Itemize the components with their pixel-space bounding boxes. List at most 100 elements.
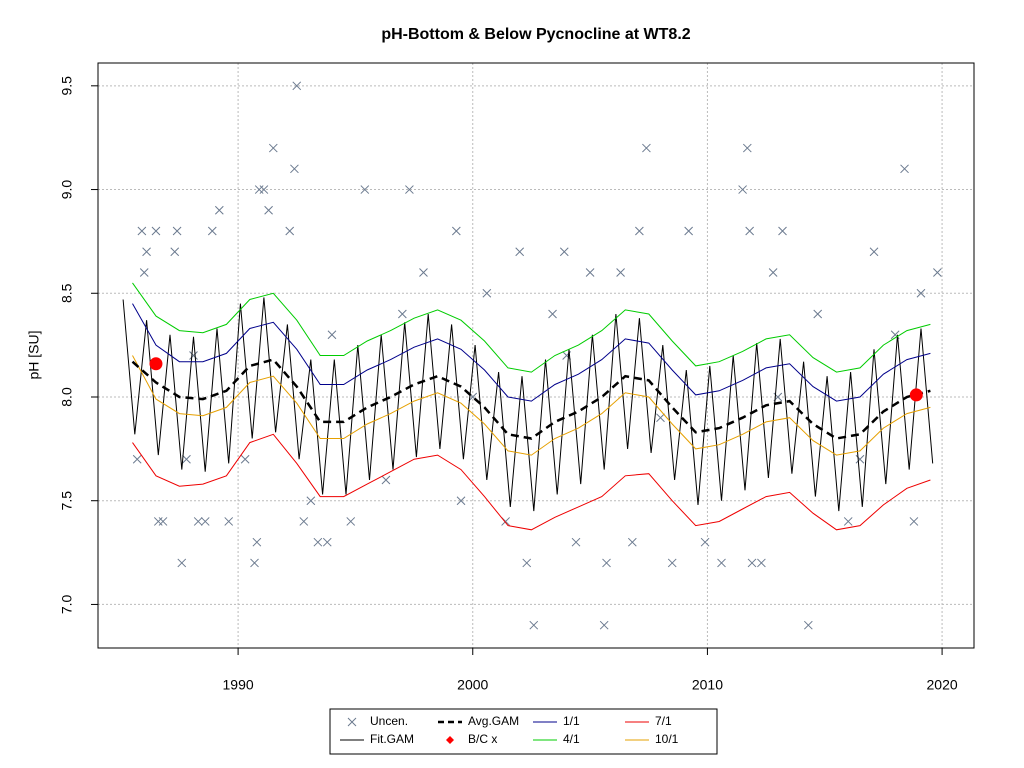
data-point	[419, 268, 428, 277]
y-tick-label: 7.0	[59, 594, 75, 614]
data-point	[909, 517, 919, 526]
data-point	[742, 143, 752, 153]
series-line	[132, 282, 931, 373]
data-point	[656, 413, 665, 423]
x-tick-label: 1990	[223, 677, 254, 693]
data-point	[193, 517, 203, 526]
data-point	[214, 205, 224, 215]
y-tick-label: 9.0	[59, 180, 75, 200]
legend-symbol	[446, 736, 454, 744]
data-point	[346, 517, 356, 526]
data-point	[132, 454, 142, 464]
legend-label: Avg.GAM	[468, 714, 519, 728]
data-point	[207, 226, 217, 236]
data-point	[285, 226, 295, 236]
data-point	[745, 226, 755, 236]
y-tick-label: 8.5	[59, 283, 75, 303]
legend-label: 7/1	[655, 714, 672, 728]
data-point	[738, 185, 747, 194]
data-point	[548, 309, 557, 319]
data-point	[529, 620, 539, 630]
data-point	[299, 517, 309, 526]
data-point	[843, 517, 853, 526]
data-point	[137, 226, 147, 236]
data-point	[515, 247, 525, 257]
data-point	[327, 330, 337, 340]
legend-label: Uncen.	[370, 714, 408, 728]
series-line	[132, 355, 931, 456]
data-point	[456, 496, 466, 506]
data-point	[900, 164, 909, 174]
plot-frame	[97, 62, 975, 649]
data-point	[757, 558, 766, 568]
data-point	[142, 247, 151, 257]
data-point	[290, 164, 299, 174]
x-tick-label: 2010	[692, 677, 723, 693]
data-point	[768, 268, 778, 277]
data-point	[268, 143, 278, 153]
data-point	[667, 558, 677, 568]
data-point	[151, 226, 161, 236]
data-point	[585, 268, 595, 277]
data-point	[747, 558, 757, 568]
series-line	[132, 303, 931, 402]
data-point	[559, 247, 569, 257]
y-tick-label: 7.5	[59, 491, 75, 511]
y-axis-label: pH [SU]	[26, 330, 42, 379]
x-tick-label: 2020	[927, 677, 958, 693]
series-line	[131, 358, 931, 440]
data-point	[522, 558, 532, 568]
data-point	[252, 537, 262, 547]
data-point	[855, 454, 865, 464]
chart-title: pH-Bottom & Below Pycnocline at WT8.2	[381, 26, 690, 43]
data-point	[684, 226, 694, 236]
series-line	[122, 297, 934, 512]
legend-label: 1/1	[563, 714, 580, 728]
data-point	[189, 351, 198, 360]
data-point	[172, 226, 182, 236]
y-tick-label: 8.0	[59, 387, 75, 407]
data-point	[322, 537, 332, 547]
data-point	[200, 517, 210, 526]
data-point	[170, 247, 180, 257]
data-point	[398, 309, 407, 319]
series-line	[132, 433, 931, 531]
legend-label: 4/1	[563, 732, 580, 746]
data-point	[869, 247, 879, 257]
data-point	[259, 185, 269, 194]
data-point	[599, 620, 609, 630]
data-point	[616, 268, 625, 277]
data-point	[602, 558, 611, 568]
data-point	[158, 517, 168, 526]
data-point	[292, 81, 302, 91]
data-point	[700, 537, 710, 547]
data-point	[778, 226, 787, 236]
x-tick-label: 2000	[457, 677, 488, 693]
data-point	[813, 309, 823, 319]
data-point	[250, 558, 259, 568]
data-point	[360, 185, 370, 194]
data-point	[803, 620, 813, 630]
data-point	[909, 388, 923, 402]
data-point	[916, 288, 926, 298]
data-point	[177, 558, 187, 568]
data-point	[182, 454, 191, 464]
legend-symbol	[347, 717, 357, 727]
data-point	[264, 205, 273, 215]
data-point	[240, 454, 250, 464]
data-point	[642, 143, 651, 153]
legend-label: Fit.GAM	[370, 732, 414, 746]
data-point	[627, 537, 637, 547]
data-point	[635, 226, 644, 236]
legend-box	[329, 708, 718, 755]
y-tick-label: 9.5	[59, 76, 75, 96]
legend-label: B/C x	[468, 732, 497, 746]
data-point	[717, 558, 726, 568]
data-point	[933, 268, 942, 277]
data-point	[306, 496, 316, 506]
data-point	[224, 517, 234, 526]
data-point	[482, 288, 492, 298]
legend-label: 10/1	[655, 732, 679, 746]
